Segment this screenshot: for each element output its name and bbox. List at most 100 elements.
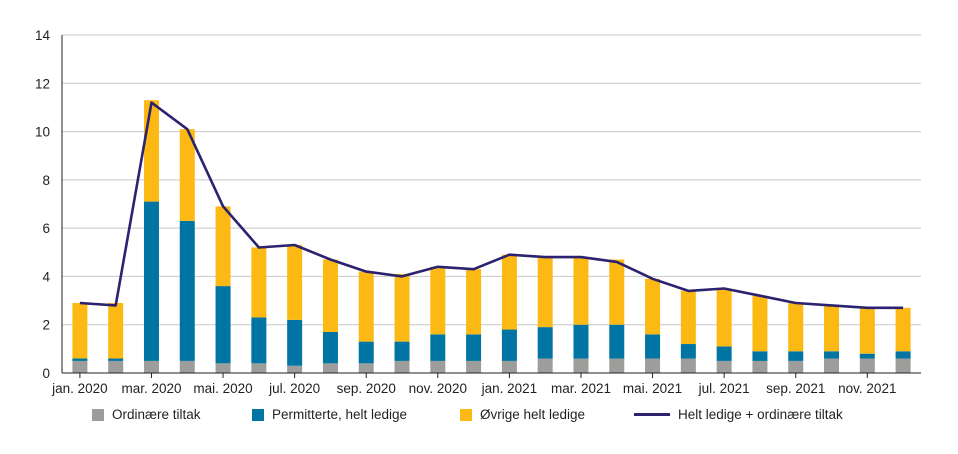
legend-label: Helt ledige + ordinære tiltak [678,407,843,422]
x-tick-label: nov. 2021 [838,381,896,396]
y-tick-label: 0 [42,366,50,381]
bar-segment [680,358,696,373]
bar-segment [108,302,124,359]
bar-segment [179,129,195,221]
bar-segment [752,360,768,373]
bar-segment [537,358,553,373]
bar-segment [466,269,482,335]
x-tick-label: mar. 2020 [121,381,181,396]
bar-segment [859,358,875,373]
legend-swatch-permitterte [252,408,264,421]
bar-segment [251,247,267,318]
bar-segment [430,360,446,373]
bar-segment [287,319,303,366]
bar-segment [215,286,231,364]
x-tick-label: jul. 2021 [698,381,750,396]
bar-segment [609,358,625,373]
bar-segment [358,363,374,373]
bar-segment [108,360,124,373]
line-series-helt-ledige-ordinaere-tiltak [79,101,904,310]
gridlines [62,34,921,326]
bar-segment [824,358,840,373]
bar-segment [72,360,88,373]
legend-swatch-ovrige [460,408,472,421]
bar-segment [143,201,159,361]
bar-segment [287,365,303,373]
bar-segment [251,363,267,373]
bar-segment [466,360,482,373]
total-line [79,101,904,310]
bar-segment [394,274,410,342]
x-tick-label: mai. 2021 [623,381,682,396]
bar-segment [215,206,231,287]
y-tick-label: 14 [35,28,51,43]
x-tick-label: jul. 2020 [268,381,320,396]
bar-segment [645,334,661,359]
bar-segment [501,254,517,330]
x-tick-label: sep. 2021 [766,381,825,396]
bar-segment [788,360,804,373]
bar-segment [322,331,338,364]
bars [72,100,911,373]
legend-label: Permitterte, helt ledige [272,407,408,422]
bar-segment [466,334,482,361]
legend-item-ordinaere-tiltak: Ordinære tiltak [92,407,201,422]
x-tick-label: jan. 2021 [481,381,538,396]
bar-segment [645,278,661,335]
legend-swatch-total-line [634,413,670,416]
bar-segment [573,257,589,325]
bar-segment [251,317,267,364]
bar-segment [609,324,625,359]
bar-segment [788,302,804,352]
y-tick-label: 10 [35,125,50,140]
bar-segment [645,358,661,373]
legend-swatch-ordinaere-tiltak [92,408,104,421]
bar-segment [824,351,840,359]
legend-item-permitterte: Permitterte, helt ledige [252,407,407,422]
x-tick-label: mar. 2021 [551,381,611,396]
bar-segment [752,295,768,352]
bar-segment [358,341,374,364]
bar-segment [716,360,732,373]
bar-segment [680,344,696,359]
x-tick-label: sep. 2020 [337,381,396,396]
bar-segment [394,360,410,373]
y-tick-label: 2 [42,318,50,333]
legend-item-total-line: Helt ledige + ordinære tiltak [634,407,843,422]
bar-segment [143,100,159,202]
bar-segment [609,259,625,325]
x-tick-label: mai. 2020 [193,381,252,396]
bar-segment [716,346,732,361]
bar-segment [72,302,88,359]
bar-segment [394,341,410,361]
bar-segment [430,334,446,361]
bar-segment [573,358,589,373]
legend-item-ovrige-helt-ledige: Øvrige helt ledige [460,407,585,422]
axes [61,35,921,378]
x-tick-label: jan. 2020 [51,381,108,396]
y-axis-labels: 0 2 4 6 8 10 12 14 [35,28,51,381]
y-tick-label: 6 [42,221,50,236]
bar-segment [430,266,446,335]
bar-segment [179,220,195,361]
legend-label: Ordinære tiltak [112,407,201,422]
bar-segment [287,245,303,320]
bar-segment [824,305,840,352]
y-tick-label: 12 [35,76,50,91]
y-tick-label: 8 [42,173,50,188]
bar-segment [537,327,553,359]
bar-segment [895,358,911,373]
bar-segment [358,271,374,342]
bar-segment [573,324,589,359]
bar-segment [501,329,517,361]
bar-segment [501,360,517,373]
bar-segment [537,257,553,328]
legend-label: Øvrige helt ledige [480,407,586,422]
bar-segment [859,307,875,354]
bar-segment [108,358,124,361]
bar-segment [215,363,231,373]
legend: Ordinære tiltak Permitterte, helt ledige… [0,407,958,431]
bar-segment [179,360,195,373]
y-tick-label: 4 [42,269,50,284]
bar-segment [895,307,911,352]
